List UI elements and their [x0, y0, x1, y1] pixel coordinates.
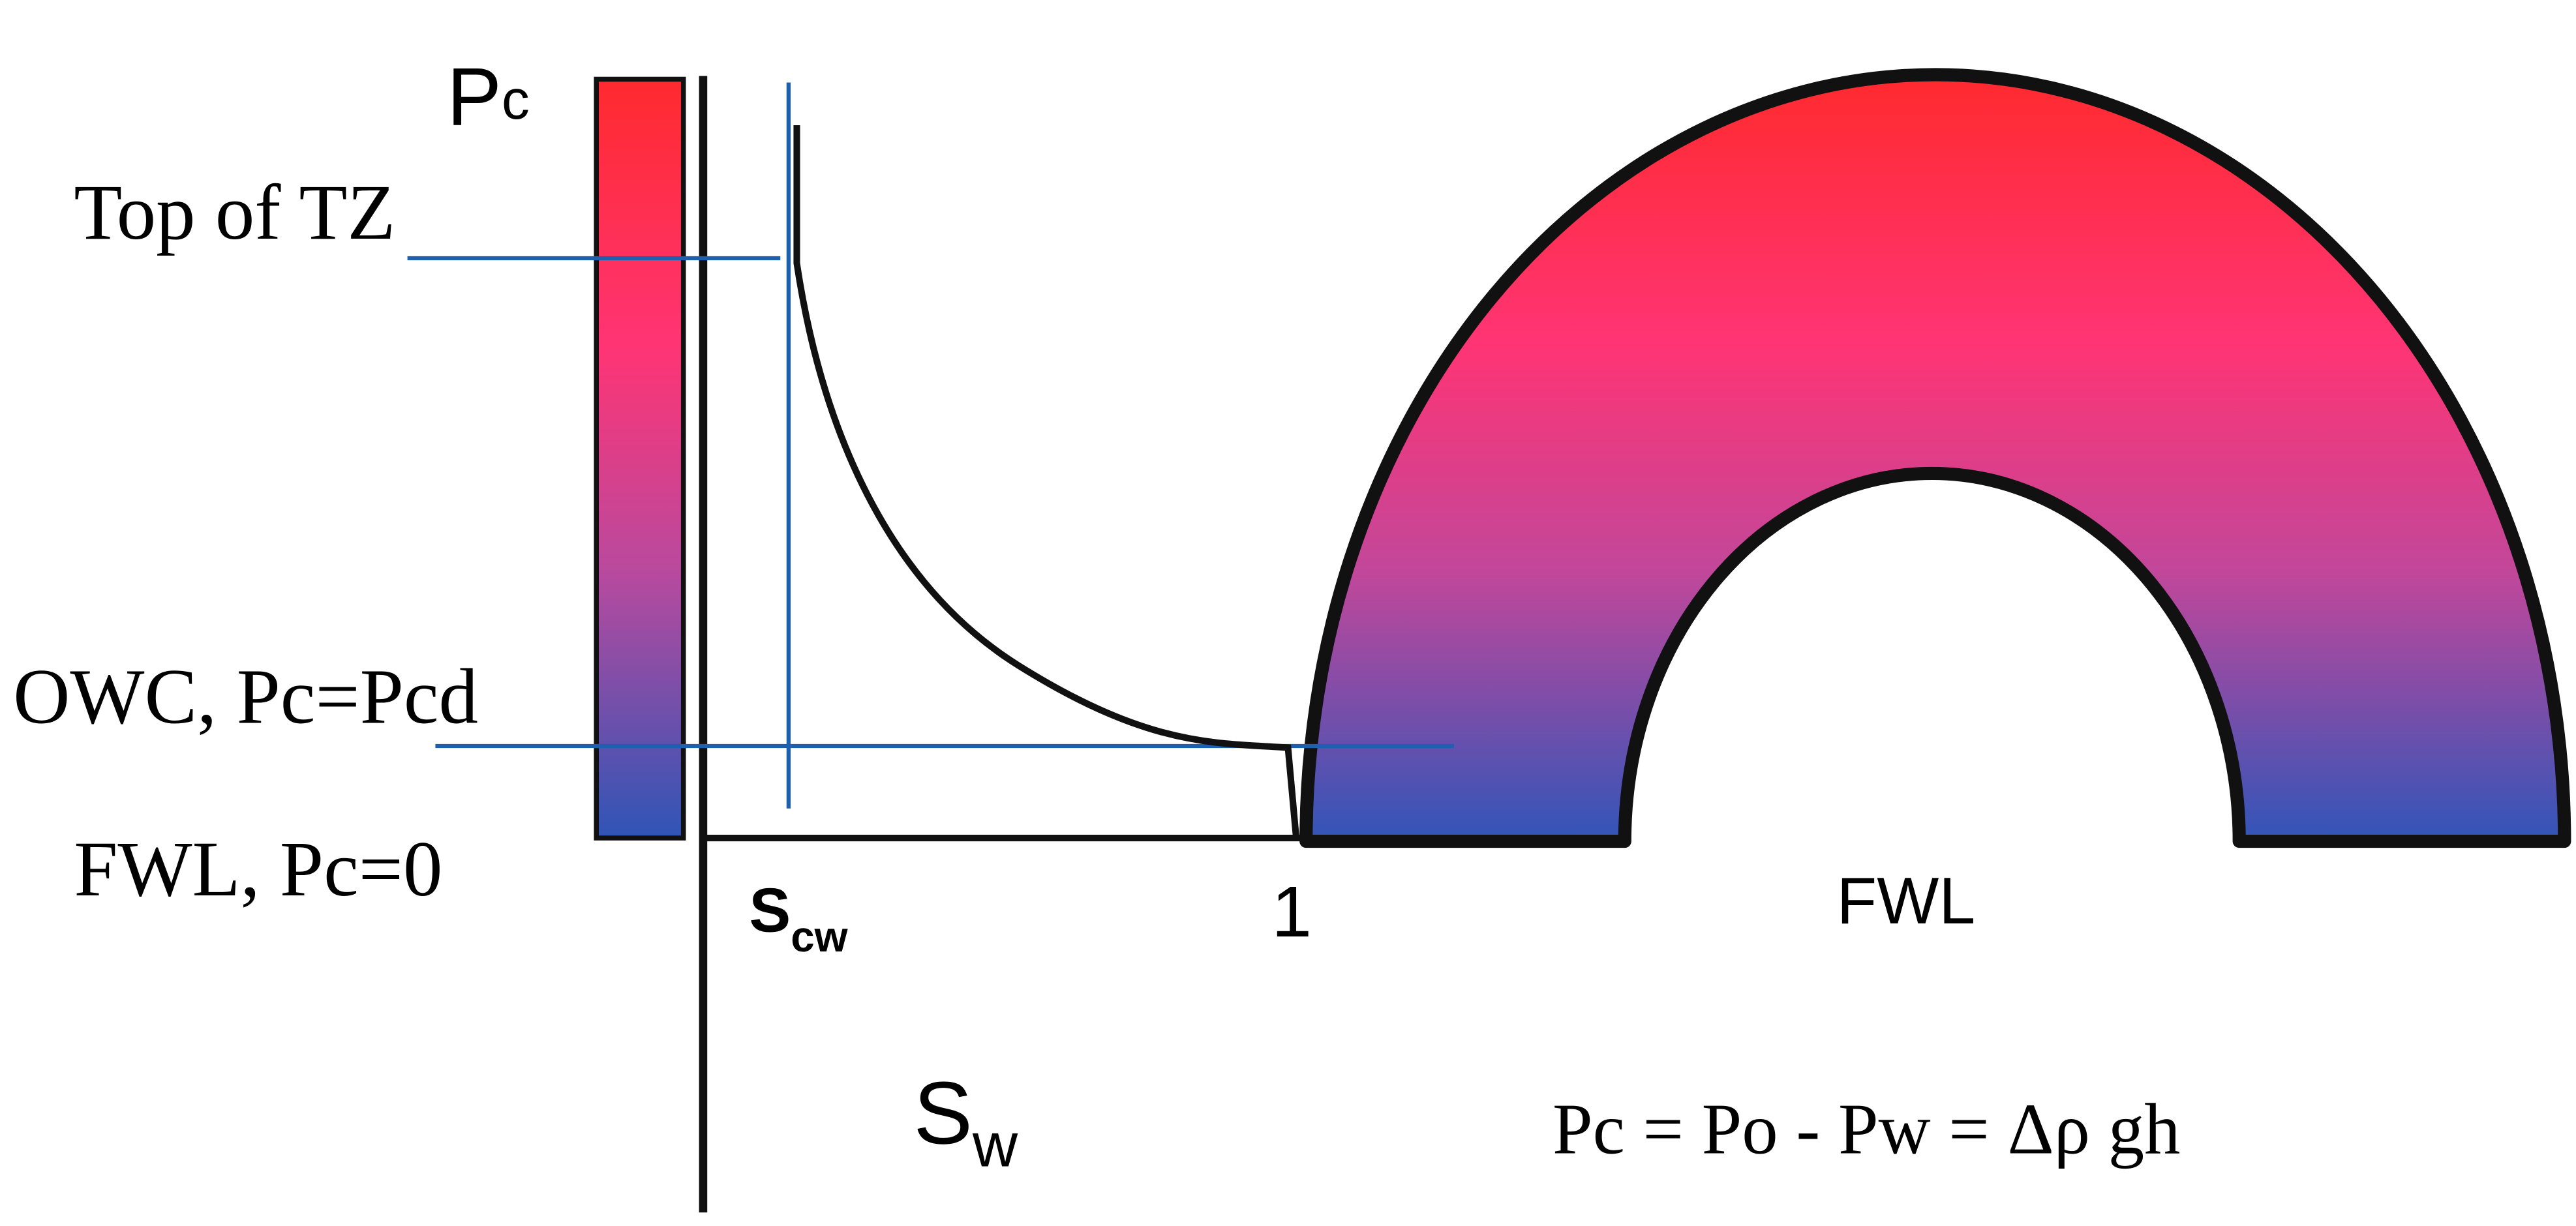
formula: Pc = Po - Pw = Δρ gh	[1553, 1089, 2181, 1169]
scw-label: Scw	[749, 876, 848, 961]
one-label: 1	[1271, 872, 1312, 952]
pressure-bar	[594, 76, 686, 841]
arch-label: FWL	[1837, 865, 1976, 938]
pc-label: Pc	[447, 51, 530, 143]
pc-curve	[793, 125, 1300, 839]
sw-label: Sw	[913, 1063, 1018, 1180]
level-label: OWC, Pc=Pcd	[13, 653, 478, 741]
level-label: Top of TZ	[74, 169, 395, 256]
arch	[1299, 67, 2571, 848]
level-label: FWL, Pc=0	[74, 826, 442, 913]
